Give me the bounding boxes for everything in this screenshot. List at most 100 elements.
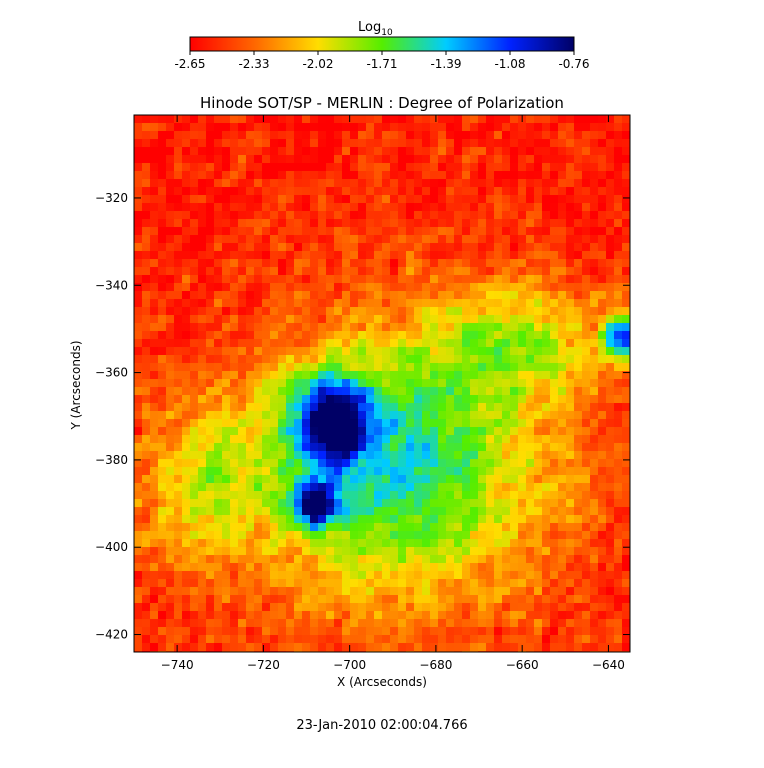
heatmap-cell bbox=[142, 451, 150, 459]
heatmap-cell bbox=[518, 403, 526, 411]
heatmap-cell bbox=[406, 451, 414, 459]
heatmap-cell bbox=[150, 355, 158, 363]
heatmap-cell bbox=[526, 571, 534, 579]
heatmap-cell bbox=[198, 187, 206, 195]
heatmap-cell bbox=[190, 155, 198, 163]
heatmap-cell bbox=[302, 427, 310, 435]
heatmap-cell bbox=[590, 587, 598, 595]
colorbar-tick-label: -2.65 bbox=[174, 57, 205, 71]
heatmap-cell bbox=[534, 147, 542, 155]
heatmap-cell bbox=[446, 419, 454, 427]
heatmap-cell bbox=[374, 195, 382, 203]
heatmap-cell bbox=[190, 371, 198, 379]
heatmap-cell bbox=[270, 427, 278, 435]
heatmap-cell bbox=[158, 515, 166, 523]
heatmap-cell bbox=[438, 507, 446, 515]
heatmap-cell bbox=[566, 403, 574, 411]
heatmap-cell bbox=[534, 579, 542, 587]
heatmap-cell bbox=[398, 219, 406, 227]
heatmap-cell bbox=[582, 411, 590, 419]
heatmap-cell bbox=[286, 427, 294, 435]
heatmap-cell bbox=[318, 219, 326, 227]
heatmap-cell bbox=[182, 475, 190, 483]
heatmap-cell bbox=[526, 259, 534, 267]
heatmap-cell bbox=[190, 347, 198, 355]
heatmap-cell bbox=[382, 411, 390, 419]
heatmap-cell bbox=[350, 531, 358, 539]
heatmap-cell bbox=[198, 179, 206, 187]
heatmap-cell bbox=[566, 395, 574, 403]
heatmap-cell bbox=[158, 595, 166, 603]
heatmap-cell bbox=[414, 387, 422, 395]
heatmap-cell bbox=[438, 331, 446, 339]
heatmap-cell bbox=[198, 531, 206, 539]
heatmap-cell bbox=[582, 595, 590, 603]
heatmap-cell bbox=[510, 203, 518, 211]
heatmap-cell bbox=[342, 331, 350, 339]
heatmap-cell bbox=[542, 459, 550, 467]
heatmap-cell bbox=[438, 219, 446, 227]
heatmap-cell bbox=[566, 619, 574, 627]
heatmap-cell bbox=[294, 115, 302, 123]
heatmap-cell bbox=[446, 507, 454, 515]
heatmap-cell bbox=[206, 291, 214, 299]
heatmap-cell bbox=[406, 171, 414, 179]
heatmap-cell bbox=[622, 491, 630, 499]
heatmap-cell bbox=[598, 443, 606, 451]
heatmap-cell bbox=[558, 219, 566, 227]
heatmap-cell bbox=[534, 283, 542, 291]
heatmap-cell bbox=[150, 491, 158, 499]
heatmap-cell bbox=[494, 187, 502, 195]
heatmap-cell bbox=[166, 515, 174, 523]
heatmap-cell bbox=[382, 331, 390, 339]
heatmap-cell bbox=[518, 435, 526, 443]
heatmap-cell bbox=[174, 419, 182, 427]
heatmap-cell bbox=[598, 595, 606, 603]
heatmap-cell bbox=[590, 259, 598, 267]
heatmap-cell bbox=[470, 235, 478, 243]
heatmap-cell bbox=[318, 179, 326, 187]
heatmap-cell bbox=[430, 363, 438, 371]
heatmap-cell bbox=[366, 435, 374, 443]
heatmap-cell bbox=[406, 515, 414, 523]
heatmap-cell bbox=[238, 531, 246, 539]
heatmap-cell bbox=[454, 371, 462, 379]
heatmap-cell bbox=[566, 603, 574, 611]
heatmap-cell bbox=[374, 123, 382, 131]
heatmap-cell bbox=[326, 555, 334, 563]
heatmap-cell bbox=[510, 531, 518, 539]
heatmap-cell bbox=[526, 547, 534, 555]
heatmap-cell bbox=[262, 427, 270, 435]
heatmap-cell bbox=[598, 411, 606, 419]
heatmap-cell bbox=[206, 603, 214, 611]
heatmap-cell bbox=[494, 155, 502, 163]
heatmap-cell bbox=[398, 171, 406, 179]
heatmap-cell bbox=[286, 395, 294, 403]
heatmap-cell bbox=[382, 259, 390, 267]
heatmap-cell bbox=[406, 603, 414, 611]
heatmap-cell bbox=[238, 179, 246, 187]
heatmap-cell bbox=[166, 443, 174, 451]
heatmap-cell bbox=[150, 283, 158, 291]
heatmap-cell bbox=[358, 307, 366, 315]
heatmap-cell bbox=[494, 467, 502, 475]
heatmap-cell bbox=[222, 315, 230, 323]
heatmap-cell bbox=[566, 379, 574, 387]
heatmap-cell bbox=[598, 195, 606, 203]
heatmap-cell bbox=[278, 515, 286, 523]
heatmap-cell bbox=[614, 227, 622, 235]
heatmap-cell bbox=[262, 459, 270, 467]
heatmap-cell bbox=[558, 139, 566, 147]
heatmap-cell bbox=[238, 467, 246, 475]
heatmap-cell bbox=[150, 459, 158, 467]
heatmap-cell bbox=[574, 619, 582, 627]
heatmap-cell bbox=[222, 299, 230, 307]
heatmap-cell bbox=[270, 611, 278, 619]
heatmap-cell bbox=[182, 515, 190, 523]
y-tick-label: −420 bbox=[95, 628, 128, 642]
heatmap-cell bbox=[350, 155, 358, 163]
heatmap-cell bbox=[286, 331, 294, 339]
heatmap-cell bbox=[422, 395, 430, 403]
heatmap-cell bbox=[494, 515, 502, 523]
heatmap-cell bbox=[574, 211, 582, 219]
